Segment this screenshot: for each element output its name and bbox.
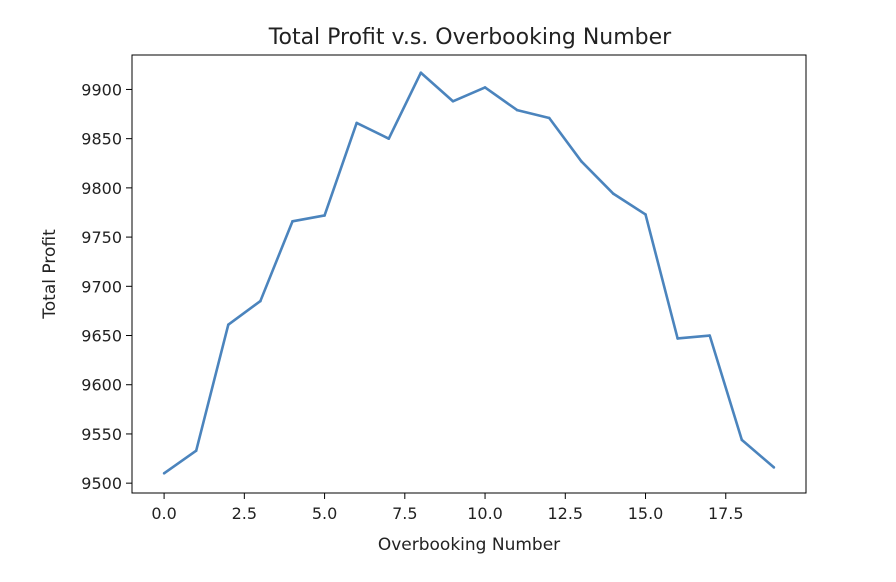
data-point	[708, 334, 712, 337]
x-tick-label: 10.0	[467, 504, 503, 523]
data-point	[291, 220, 294, 223]
y-tick-label: 9600	[81, 376, 122, 395]
y-tick-label: 9850	[81, 130, 122, 149]
data-point	[355, 121, 358, 125]
y-tick-label: 9650	[81, 327, 122, 346]
y-tick-label: 9750	[81, 228, 122, 247]
data-point	[451, 99, 455, 103]
data-point	[676, 337, 679, 340]
plot-area	[162, 71, 776, 475]
x-tick-label: 17.5	[708, 504, 744, 523]
data-point	[580, 160, 583, 163]
x-tick-label: 15.0	[628, 504, 664, 523]
y-tick-label: 9500	[81, 474, 122, 493]
data-point	[483, 86, 487, 89]
data-point	[644, 213, 647, 216]
x-axis: 0.0 2.5 5.0 7.5 10.0 12.5 15.0 17.5	[151, 493, 744, 523]
data-point	[740, 438, 744, 442]
x-axis-label: Overbooking Number	[378, 535, 560, 555]
chart-title: Total Profit v.s. Overbooking Number	[268, 25, 672, 50]
y-axis: 9500 9550 9600 9650 9700 9750 9800 9850 9900	[81, 80, 132, 493]
x-tick-label: 2.5	[232, 504, 257, 523]
plot-frame	[131, 54, 807, 494]
y-tick-label: 9700	[81, 277, 122, 296]
x-tick-label: 0.0	[151, 504, 176, 523]
y-tick-label: 9900	[81, 80, 122, 99]
y-axis-label: Total Profit	[40, 229, 60, 320]
data-point	[259, 299, 262, 303]
data-point	[547, 116, 551, 120]
x-tick-label: 12.5	[547, 504, 583, 523]
data-point	[194, 449, 198, 452]
data-point	[419, 71, 423, 75]
y-tick-label: 9800	[81, 179, 122, 198]
y-tick-label: 9550	[81, 425, 122, 444]
data-point	[515, 108, 519, 112]
data-point	[323, 214, 326, 217]
x-tick-label: 7.5	[392, 504, 417, 523]
data-point	[162, 472, 166, 475]
series-line	[163, 71, 775, 475]
x-tick-label: 5.0	[312, 504, 337, 523]
data-point	[387, 137, 391, 140]
data-point	[226, 323, 230, 326]
data-point	[612, 192, 615, 196]
data-point	[772, 466, 776, 469]
